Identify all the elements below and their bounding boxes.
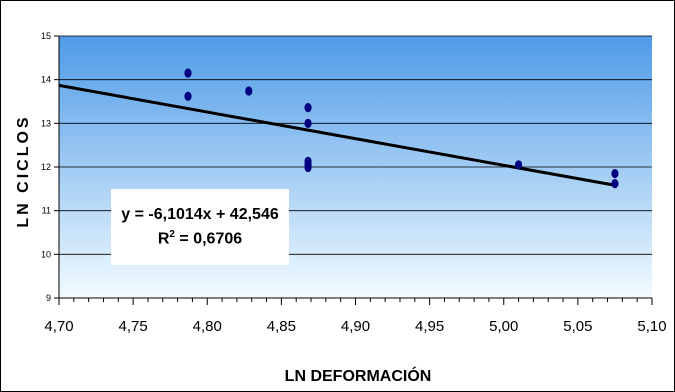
- data-point: [304, 119, 311, 128]
- data-point: [611, 179, 618, 188]
- r-squared: R2 = 0,6706: [158, 227, 242, 251]
- y-tick-label: 9: [46, 293, 51, 303]
- x-tick-label: 4,85: [267, 318, 296, 335]
- x-axis-title: LN DEFORMACIÓN: [285, 366, 432, 385]
- data-point: [304, 103, 311, 112]
- r-squared-prefix: R: [158, 230, 170, 247]
- data-point: [611, 169, 618, 178]
- y-axis-title: LN CICLOS: [15, 114, 32, 227]
- x-tick-label: 4,90: [341, 318, 370, 335]
- x-tick-label: 4,75: [119, 318, 148, 335]
- y-tick-label: 15: [41, 31, 51, 41]
- x-tick-label: 4,95: [415, 318, 444, 335]
- x-tick-label: 5,10: [637, 318, 666, 335]
- x-tick-label: 5,05: [563, 318, 592, 335]
- data-point: [184, 69, 191, 78]
- trendline-equation: y = -6,1014x + 42,546: [121, 203, 278, 227]
- data-point: [304, 163, 311, 172]
- y-tick-label: 12: [41, 162, 51, 172]
- r-squared-value: = 0,6706: [175, 230, 242, 247]
- x-tick-label: 4,70: [44, 318, 73, 335]
- y-tick-label: 13: [41, 118, 51, 128]
- data-point: [184, 92, 191, 101]
- y-tick-label: 10: [41, 249, 51, 259]
- y-tick-label: 14: [41, 75, 51, 85]
- data-point: [515, 160, 522, 169]
- x-tick-label: 5,00: [489, 318, 518, 335]
- data-point: [245, 86, 252, 95]
- y-tick-label: 11: [42, 206, 51, 216]
- x-tick-label: 4,80: [193, 318, 222, 335]
- equation-box: y = -6,1014x + 42,546 R2 = 0,6706: [111, 189, 289, 265]
